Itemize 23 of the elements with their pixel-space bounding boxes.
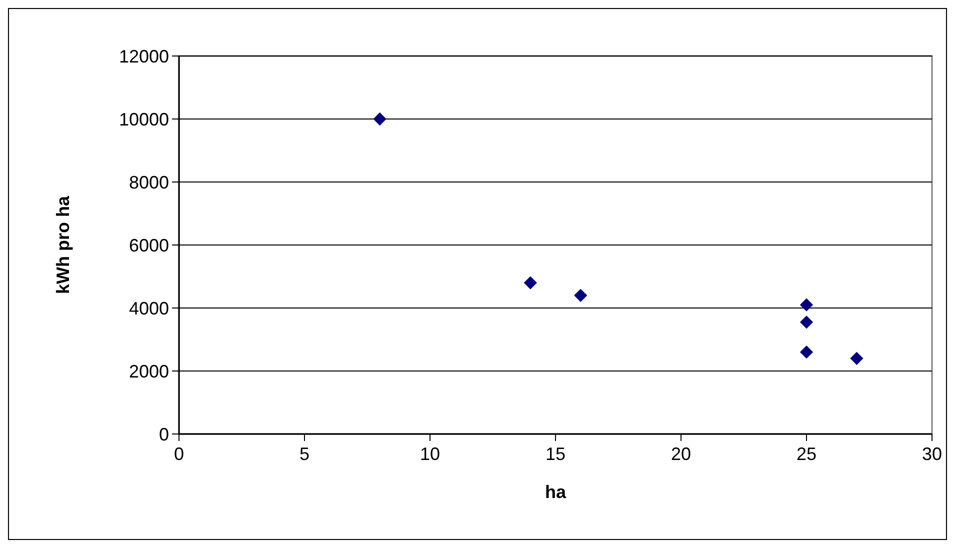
x-tick-label: 15 — [545, 444, 566, 464]
point — [373, 112, 386, 126]
point — [800, 316, 814, 329]
y-tick-label: 2000 — [128, 361, 169, 382]
x-tick-label: 25 — [796, 444, 817, 464]
x-tick-label: 20 — [670, 444, 692, 464]
x-tick-label: 10 — [420, 444, 440, 464]
x-tick-label: 5 — [299, 444, 310, 464]
y-tick-label: 0 — [158, 424, 169, 444]
point — [850, 352, 864, 365]
y-tick-label: 6000 — [128, 235, 169, 256]
y-axis-title: kWh pro ha — [53, 195, 73, 294]
y-tick-label: 12000 — [118, 46, 169, 66]
point — [574, 288, 588, 302]
point — [800, 298, 814, 312]
y-tick-label: 4000 — [128, 298, 169, 318]
x-axis-title: ha — [544, 482, 567, 502]
y-tick-label: 8000 — [128, 172, 169, 192]
point — [800, 346, 814, 359]
y-tick-label: 10000 — [118, 109, 169, 130]
x-tick-label: 0 — [174, 444, 184, 464]
x-tick-label: 30 — [922, 444, 942, 464]
point — [524, 276, 537, 290]
